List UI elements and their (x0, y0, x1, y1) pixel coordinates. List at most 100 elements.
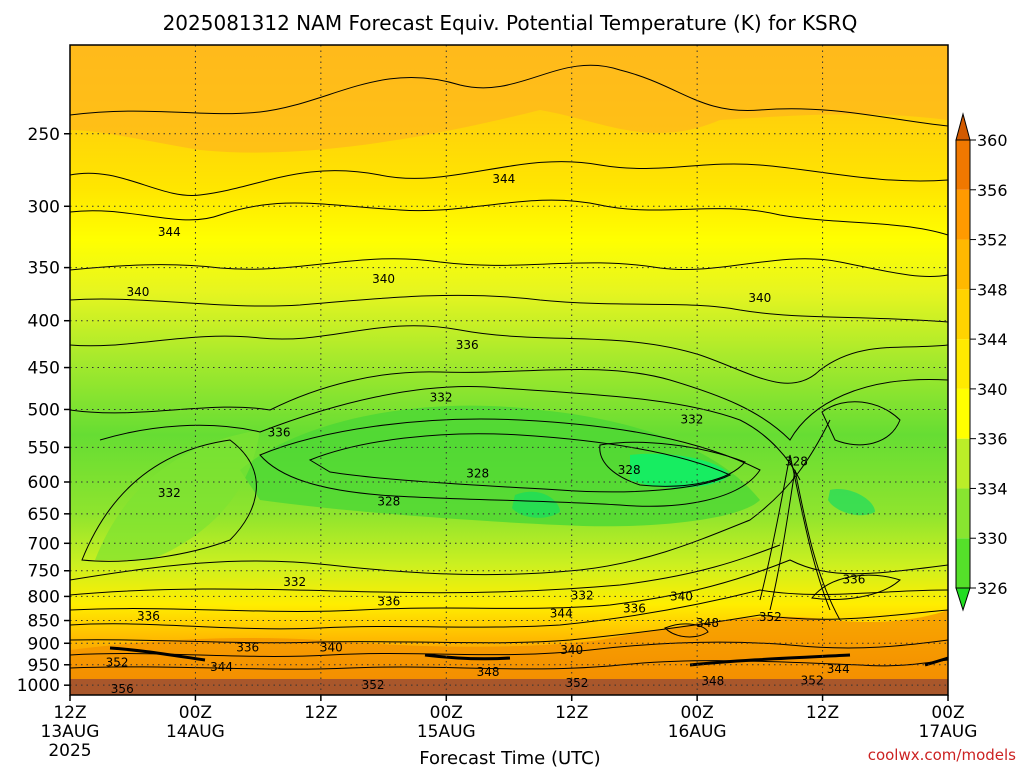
colorbar-bin (956, 388, 970, 439)
bright-core-2 (512, 491, 560, 518)
green-core-region (240, 405, 760, 527)
contour-lines (69, 64, 949, 670)
contour-label: 336 (842, 573, 865, 587)
contour-label: 332 (680, 413, 703, 427)
colorbar-bin (956, 239, 970, 290)
contour-label: 340 (560, 643, 583, 657)
contour-line (69, 294, 949, 323)
y-tick-label: 950 (28, 656, 60, 676)
contour-line (81, 439, 257, 562)
colorbar-bin (956, 488, 970, 539)
x-tick-label: 12Z (53, 703, 86, 723)
contour-label: 344 (550, 606, 573, 620)
x-tick-label: 00Z (430, 703, 463, 723)
contour-label: 328 (466, 466, 489, 480)
contour-line (811, 574, 901, 600)
colorbar-bin (956, 189, 970, 240)
contour-label: 340 (372, 272, 395, 286)
contour-label: 352 (106, 656, 129, 670)
y-tick-label: 600 (28, 473, 60, 493)
x-tick-date: 17AUG (919, 722, 978, 742)
chart-title: 2025081312 NAM Forecast Equiv. Potential… (163, 11, 858, 35)
bright-core-1 (630, 453, 730, 488)
plot-area: 344 344 340 340 340 336 336 332 332 328 328 328 328 3… (69, 44, 949, 696)
y-tick-label: 250 (28, 125, 60, 145)
y-tick-label: 450 (28, 359, 60, 379)
y-tick-label: 1000 (17, 676, 60, 696)
contour-line (69, 659, 949, 670)
colorbar-tick-label: 326 (977, 579, 1008, 598)
y-tick-label: 300 (28, 197, 60, 217)
contour-line (69, 589, 949, 630)
x-tick-label: 12Z (806, 703, 839, 723)
y-tick-label: 800 (28, 587, 60, 607)
grid-lines (70, 45, 948, 695)
contour-label: 332 (430, 390, 453, 404)
contour-label: 340 (320, 641, 343, 655)
x-axis-label: Forecast Time (UTC) (419, 748, 600, 768)
field-background (70, 45, 948, 695)
x-tick-label: 12Z (304, 703, 337, 723)
colorbar-tick-label: 344 (977, 330, 1008, 349)
colorbar-tick-label: 352 (977, 231, 1008, 250)
upper-orange-region (70, 45, 948, 153)
y-tick-label: 550 (28, 438, 60, 458)
x-tick-label: 12Z (555, 703, 588, 723)
credit-text: coolwx.com/models (868, 746, 1016, 764)
contour-line (599, 441, 746, 487)
y-tick-label: 850 (28, 612, 60, 632)
colorbar: 326 330 334 336 340 344 348 352 356 360 (955, 112, 1008, 612)
y-tick-label: 350 (28, 259, 60, 279)
contour-line (664, 623, 709, 638)
contour-line (69, 368, 949, 441)
contour-line (759, 454, 831, 611)
y-tick-label: 650 (28, 505, 60, 525)
lower-warm-band (70, 610, 948, 695)
contour-label: 332 (571, 588, 594, 602)
contour-label: 336 (623, 602, 646, 616)
contour-label: 336 (236, 641, 259, 655)
contour-label: 344 (827, 662, 850, 676)
contour-line (69, 199, 949, 236)
contour-label: 352 (362, 678, 385, 692)
contour-label: 352 (565, 676, 588, 690)
contour-label: 344 (158, 225, 181, 239)
dense-contour-streaks (109, 646, 949, 667)
colorbar-tick-label: 334 (977, 479, 1008, 498)
contour-label: 336 (137, 609, 160, 623)
x-tick-date: 14AUG (166, 722, 225, 742)
y-tick-label: 400 (28, 312, 60, 332)
colorbar-bin (956, 140, 970, 190)
contour-line (821, 401, 901, 446)
contour-label: 348 (696, 616, 719, 630)
colorbar-tick-label: 360 (977, 131, 1008, 150)
contour-streak (424, 653, 511, 661)
x-tick-date: 15AUG (417, 722, 476, 742)
contour-label: 348 (701, 674, 724, 688)
colorbar-bin (956, 438, 970, 489)
y-tick-label: 900 (28, 634, 60, 654)
contour-label: 344 (210, 660, 233, 674)
colorbar-frame (955, 139, 971, 589)
bright-core-3 (828, 489, 875, 516)
contour-label: 336 (456, 338, 479, 352)
colorbar-arrow-top (955, 112, 971, 141)
contour-line (69, 419, 831, 581)
x-tick-label: 00Z (681, 703, 714, 723)
contour-label: 328 (785, 455, 808, 469)
contour-label: 336 (268, 426, 291, 440)
colorbar-tick-label: 348 (977, 280, 1008, 299)
contour-line (99, 385, 801, 481)
colorbar-tick-label: 356 (977, 181, 1008, 200)
contour-line (308, 433, 732, 493)
contour-label: 340 (670, 589, 693, 603)
contour-label: 340 (748, 291, 771, 305)
colorbar-arrow-bottom (955, 587, 971, 612)
contour-line (769, 469, 841, 621)
contour-line (259, 418, 761, 507)
x-tick-date: 16AUG (668, 722, 727, 742)
contour-line (69, 161, 949, 196)
contour-label: 344 (492, 172, 515, 186)
contour-label: 328 (377, 494, 400, 508)
